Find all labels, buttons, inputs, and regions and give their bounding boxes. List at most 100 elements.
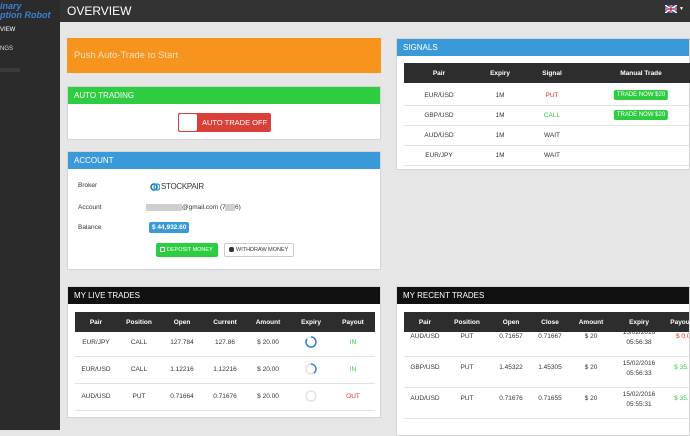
banner-text: Push Auto-Trade to Start [74, 50, 179, 61]
cell: 1.45322 [499, 364, 523, 371]
cell: AUD/USD [410, 395, 440, 402]
cell: EUR/USD [424, 92, 454, 99]
icon [160, 247, 165, 252]
row-separator [404, 165, 690, 166]
expiry-timer [305, 390, 317, 402]
cell: 15/02/2016 [622, 391, 656, 398]
panel-header: MY LIVE TRADES [68, 287, 380, 304]
column-header: Payout [342, 319, 364, 326]
auto-trading-panel: AUTO TRADING AUTO TRADE OFF [67, 86, 381, 140]
label: Broker [78, 182, 98, 189]
cell: PUT [460, 364, 474, 371]
payout: OUT [346, 393, 360, 400]
row-separator [404, 125, 690, 126]
cell: $ 20 [584, 364, 598, 371]
toggle-knob [179, 114, 197, 131]
cell: 0.71676 [499, 395, 523, 402]
column-header: Payou [670, 319, 690, 326]
language-flag[interactable] [665, 5, 677, 13]
cell: 15/02/2016 [622, 329, 656, 336]
logo: inary [0, 1, 22, 11]
label: Account [78, 204, 102, 211]
table-header [404, 312, 689, 332]
row-separator [404, 418, 689, 419]
balance-badge: $ 44,932.60 [149, 222, 190, 233]
payout: $ 35.40 [674, 395, 689, 402]
cell: 1M [495, 112, 505, 119]
column-header: Amount [578, 319, 604, 326]
panel-header: SIGNALS [397, 39, 689, 56]
signals-panel: SIGNALS Pair Expiry Signal Manual Trade EUR/… [396, 38, 690, 170]
column-header: Close [541, 319, 559, 326]
trade-button[interactable]: TRADE NOW $20 [613, 110, 669, 120]
withdraw-button[interactable]: WITHDRAW MONEY [224, 243, 294, 257]
cell: EUR/JPY [82, 339, 110, 346]
deposit-button[interactable]: DEPOSIT MONEY [156, 243, 218, 257]
trade-button[interactable]: TRADE NOW $20 [613, 90, 669, 100]
cell: 05:55:31 [626, 401, 652, 408]
cell: 05:56:38 [626, 339, 652, 346]
cell: 1.12216 [170, 366, 194, 373]
button-label: WITHDRAW MONEY [236, 247, 289, 253]
blurred-text [225, 204, 235, 211]
cell: AUD/USD [410, 333, 440, 340]
cell: $ 20 [584, 333, 598, 340]
column-header: Amount [255, 319, 281, 326]
account-email: 6) [235, 204, 241, 211]
cell: 1M [495, 152, 505, 159]
cell: AUD/USD [424, 132, 454, 139]
cell: 0.71664 [170, 393, 194, 400]
banner[interactable]: Push Auto-Trade to Start [67, 38, 381, 73]
row-separator [404, 356, 689, 357]
cell: 0.71655 [538, 395, 562, 402]
label: Balance [78, 224, 102, 231]
cell: GBP/USD [424, 112, 454, 119]
button-label: DEPOSIT MONEY [167, 246, 213, 253]
column-header: Position [126, 319, 152, 326]
row-separator [75, 383, 375, 384]
icon [229, 247, 234, 252]
auto-trade-button[interactable]: AUTO TRADE OFF [178, 113, 271, 132]
payout: $ 0.00 [675, 333, 689, 340]
column-header: Current [213, 319, 237, 326]
panel-header: MY RECENT TRADES [397, 287, 689, 304]
row-separator [75, 410, 375, 411]
payout: $ 35.40 [674, 364, 689, 371]
cell: AUD/USD [81, 393, 111, 400]
account-panel: ACCOUNT Broker STOCKPAIR Account @gmail.… [67, 151, 381, 270]
table-header [75, 312, 375, 332]
signal: WAIT [543, 152, 561, 159]
cell: $ 20.00 [257, 339, 279, 346]
column-header: Position [454, 319, 480, 326]
sidebar: inary ption Robot VIEW NGS [0, 0, 60, 430]
expiry-timer [305, 336, 317, 348]
row-separator [404, 387, 689, 388]
cell: 0.71676 [213, 393, 237, 400]
cell: 1M [495, 132, 505, 139]
recent-trades-panel: MY RECENT TRADES Pair Position Open Close Am… [396, 286, 690, 436]
logo: ption Robot [0, 10, 51, 20]
cell: 1M [495, 92, 505, 99]
column-header: Open [173, 319, 191, 326]
row-separator [75, 356, 375, 357]
dropdown-caret[interactable]: ▼ [679, 6, 684, 12]
cell: 0.71657 [499, 333, 523, 340]
row-separator [404, 145, 690, 146]
menu-item[interactable]: VIEW [0, 27, 16, 33]
broker-name: STOCKPAIR [161, 182, 204, 191]
table-header [404, 63, 690, 83]
button-label: AUTO TRADE OFF [202, 118, 268, 127]
signal: WAIT [543, 132, 561, 139]
cell: $ 20.00 [257, 393, 279, 400]
top-bar: OVERVIEW ▼ [60, 0, 690, 22]
column-header: Expiry [490, 70, 510, 77]
cell: PUT [132, 393, 146, 400]
menu-item[interactable]: NGS [0, 46, 14, 52]
menu-item[interactable] [0, 68, 20, 72]
account-email: @gmail.com (7 [182, 204, 226, 211]
cell: 05:56:33 [626, 370, 652, 377]
payout: IN [349, 339, 357, 346]
blurred-text [146, 204, 182, 211]
page-title: OVERVIEW [67, 4, 132, 18]
